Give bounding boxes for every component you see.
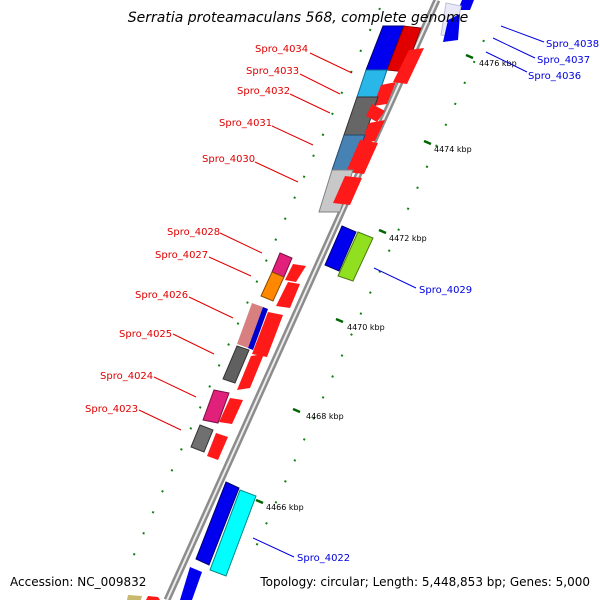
label-spro-4037: Spro_4037 (537, 55, 590, 66)
tick-label: 4468 kbp (306, 412, 344, 421)
tick-labels: 4466 kbp 4468 kbp 4470 kbp 4472 kbp 4474… (266, 59, 517, 512)
tick-label: 4474 kbp (434, 145, 472, 154)
topology-label: Topology: circular; Length: 5,448,853 bp… (259, 575, 590, 589)
gene-spro-4026[interactable] (237, 303, 283, 357)
map-title: Serratia proteamaculans 568, complete ge… (128, 10, 468, 26)
gene-spro-4025[interactable] (222, 345, 264, 390)
label-spro-4022: Spro_4022 (297, 553, 350, 564)
tick-label: 4472 kbp (389, 234, 427, 243)
label-spro-4025: Spro_4025 (119, 329, 172, 340)
gene-spro-4030[interactable] (316, 169, 362, 213)
gene-partial-bottom (127, 567, 202, 600)
label-spro-4028: Spro_4028 (167, 227, 220, 238)
label-spro-4029: Spro_4029 (419, 285, 472, 296)
label-spro-4033: Spro_4033 (246, 66, 299, 77)
gene-spro-4027[interactable] (260, 271, 300, 308)
gene-spro-4024[interactable] (202, 389, 243, 424)
label-spro-4034: Spro_4034 (255, 44, 308, 55)
label-spro-4032: Spro_4032 (237, 86, 290, 97)
tick-label: 4476 kbp (479, 59, 517, 68)
gene-spro-4036-4038[interactable] (440, 0, 474, 42)
label-spro-4038: Spro_4038 (546, 39, 599, 50)
label-spro-4036: Spro_4036 (528, 71, 581, 82)
label-spro-4031: Spro_4031 (219, 118, 272, 129)
gene-spro-4022[interactable] (195, 481, 257, 577)
gene-labels: Spro_4034 Spro_4033 Spro_4032 Spro_4031 … (85, 25, 599, 564)
major-ticks (255, 53, 474, 505)
gene-spro-4033[interactable] (356, 69, 396, 106)
gene-spro-4023[interactable] (190, 424, 228, 460)
label-spro-4023: Spro_4023 (85, 404, 138, 415)
label-spro-4024: Spro_4024 (100, 371, 153, 382)
label-spro-4026: Spro_4026 (135, 290, 188, 301)
tick-label: 4466 kbp (266, 503, 304, 512)
backbone (163, 0, 441, 600)
gene-spro-4034[interactable] (365, 25, 424, 84)
label-spro-4030: Spro_4030 (202, 154, 255, 165)
accession-label: Accession: NC_009832 (10, 575, 146, 589)
gene-spro-4029[interactable] (324, 225, 374, 282)
tick-label: 4470 kbp (347, 323, 385, 332)
label-spro-4027: Spro_4027 (155, 250, 208, 261)
